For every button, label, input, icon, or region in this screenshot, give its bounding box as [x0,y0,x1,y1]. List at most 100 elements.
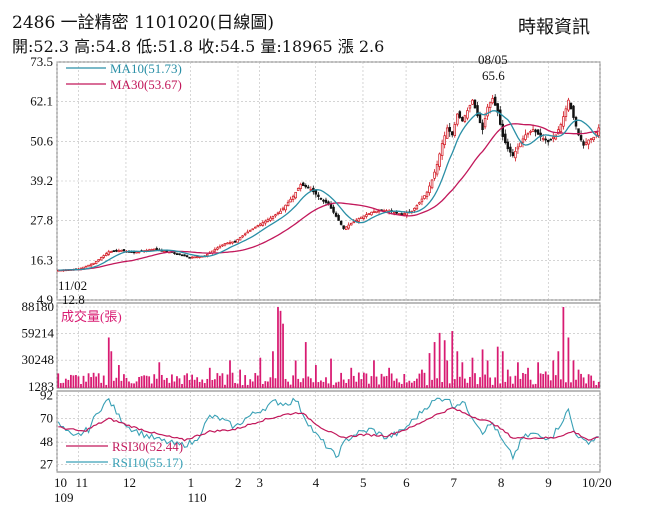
volume-bar [312,382,315,388]
candle-down [302,182,305,187]
candle-down [395,211,398,214]
volume-bar [582,377,585,388]
volume-bar [191,374,194,388]
candle-up [231,241,234,244]
candle-up [463,115,467,122]
volume-bar [123,374,125,388]
volume-bar [203,383,206,388]
candle-down [546,139,550,143]
volume-bar [335,382,337,388]
candle-up [403,213,406,215]
ma10-line [58,110,599,271]
candle-up [241,235,244,238]
volume-bar [332,384,335,388]
candle-up [84,265,88,268]
volume-bar [365,373,368,388]
candle-up [264,220,267,224]
volume-bar [160,374,163,388]
volume-bar [236,383,239,388]
volume-bar [554,375,557,388]
candle-down [473,99,477,109]
volume-bar [287,381,289,388]
candle-up [274,214,277,217]
volume-bar [292,375,295,388]
volume-bar [330,358,332,388]
candle-up [251,228,254,231]
volume-bar [95,376,98,388]
candle-up [365,214,368,217]
candle-down [569,102,573,110]
x-axis-month-label: 6 [403,475,410,490]
low-value-label: 12.8 [62,292,85,307]
candle-down [324,199,328,203]
volume-bar [544,371,547,388]
candle-up [226,242,229,245]
candle-down [115,249,118,252]
candle-down [332,206,335,213]
volume-bar [72,375,75,388]
volume-bar [413,380,416,388]
x-axis-month-label: 5 [360,475,367,490]
candle-up [190,256,194,259]
volume-bar [320,380,322,388]
volume-bar [75,375,77,388]
volume-bar [380,373,383,388]
volume-bar [370,376,373,388]
candle-up [279,210,282,215]
candle-up [120,250,123,252]
volume-bar [519,378,522,388]
volume-bar [514,375,517,388]
volume-bar [597,381,600,388]
ma10-legend-label: MA10(51.73) [110,61,182,76]
price-axis-tick: 16.3 [30,252,53,267]
volume-bar [463,378,466,388]
x-axis-month-label: 8 [498,475,505,490]
candle-up [589,138,593,141]
volume-bar [453,379,456,388]
candle-up [362,215,366,219]
volume-bar [234,382,236,388]
stock-name: 一詮精密 [60,13,129,33]
volume-bar [345,382,348,388]
volume-bar [264,381,267,388]
volume-bar [398,382,401,388]
volume-bar [400,383,403,388]
volume-bar [325,377,327,388]
candle-down [342,225,345,229]
volume-bar [208,367,211,388]
volume-bar [221,373,224,388]
volume-bar [279,310,282,388]
volume-bar [426,385,428,388]
candle-down [511,152,515,157]
candle-up [256,225,260,228]
volume-bar [186,373,188,388]
volume-bar [241,385,244,388]
candle-up [418,202,421,205]
candle-up [440,143,444,156]
volume-bar [267,381,269,388]
volume-bar [294,360,297,388]
candle-up [552,136,555,139]
volume-bar [385,375,388,388]
volume-bar [143,375,146,388]
candle-up [360,216,363,220]
volume-bar [575,379,577,388]
volume-bar [565,382,567,388]
volume-bar [580,373,582,388]
volume-bar [284,378,287,388]
candle-up [259,223,262,226]
volume-bar [299,382,302,388]
volume-bar [552,360,555,388]
candle-down [509,146,512,153]
candle-up [117,250,121,253]
candle-up [415,205,419,210]
volume-axis-tick: 30248 [22,352,55,367]
candle-up [420,198,424,203]
candle-down [544,138,547,141]
candle-up [92,262,95,265]
x-axis-month-label: 7 [450,475,457,490]
volume-bar [342,379,345,388]
candle-up [216,247,219,250]
volume-bar [355,381,358,388]
candle-up [557,129,560,135]
